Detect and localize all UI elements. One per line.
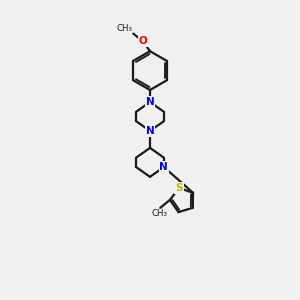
Text: N: N (146, 126, 154, 136)
Text: N: N (159, 162, 168, 172)
Text: S: S (175, 183, 183, 193)
Text: CH₃: CH₃ (152, 209, 167, 218)
Text: O: O (139, 37, 147, 46)
Text: CH₃: CH₃ (116, 24, 132, 33)
Text: N: N (146, 97, 154, 107)
